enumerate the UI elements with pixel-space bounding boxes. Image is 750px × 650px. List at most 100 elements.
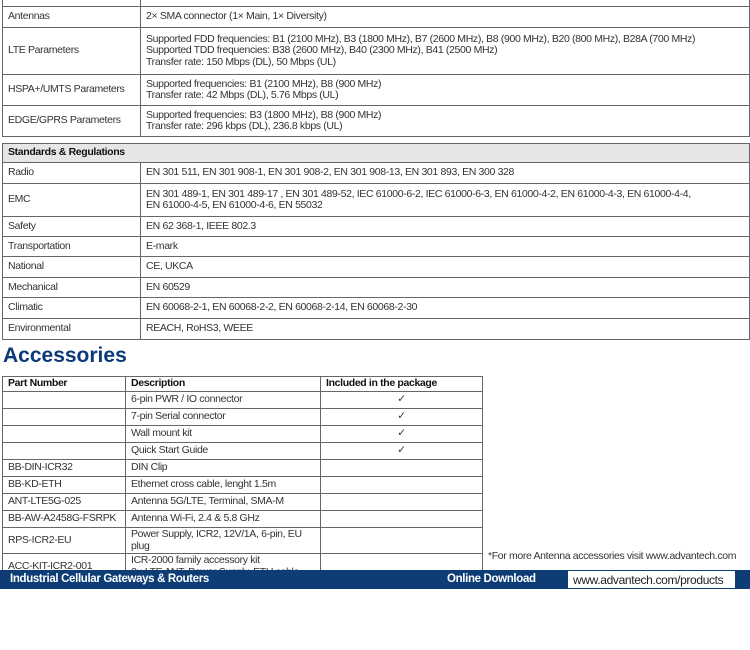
- description: 7-pin Serial connector: [125, 408, 321, 426]
- accessory-row: BB-DIN-ICR32 DIN Clip: [2, 459, 483, 477]
- row-label: Antennas: [2, 6, 141, 28]
- included-check-icon: [320, 476, 483, 494]
- value-line: EN 62 368-1, IEEE 802.3: [146, 219, 256, 232]
- table-row: EMC EN 301 489-1, EN 301 489-17 , EN 301 …: [2, 183, 750, 217]
- table-row: EDGE/GPRS Parameters Supported frequencie…: [2, 105, 750, 137]
- online-download-label: Online Download: [447, 573, 536, 585]
- part-number: [2, 425, 126, 443]
- row-label: Safety: [2, 216, 141, 237]
- description: Wall mount kit: [125, 425, 321, 443]
- part-number: BB-AW-A2458G-FSRPK: [2, 510, 126, 528]
- table-row: Mechanical EN 60529: [2, 277, 750, 298]
- row-label: Climatic: [2, 297, 141, 319]
- part-number: BB-DIN-ICR32: [2, 459, 126, 477]
- row-label: LTE Parameters: [2, 27, 141, 75]
- part-number: [2, 408, 126, 426]
- row-label: EDGE/GPRS Parameters: [2, 105, 141, 137]
- accessory-row: 7-pin Serial connector ✓: [2, 408, 483, 426]
- value-line: Supported TDD frequencies: B38 (2600 MHz…: [146, 44, 498, 57]
- col-description: Description: [125, 376, 321, 392]
- standards-header: Standards & Regulations: [2, 143, 750, 163]
- table-row: Transportation E-mark: [2, 236, 750, 257]
- description: DIN Clip: [125, 459, 321, 477]
- description-line: DIN Clip: [131, 461, 168, 474]
- table-row: National CE, UKCA: [2, 256, 750, 278]
- row-value: Supported FDD frequencies: B1 (2100 MHz)…: [140, 27, 750, 75]
- row-value: E-mark: [140, 236, 750, 257]
- value-line: Transfer rate: 296 kbps (DL), 236.8 kbps…: [146, 120, 343, 132]
- value-line: CE, UKCA: [146, 260, 193, 273]
- description-line: Antenna 5G/LTE, Terminal, SMA-M: [131, 495, 284, 508]
- value-line: 2× SMA connector (1× Main, 1× Diversity): [146, 10, 327, 23]
- row-value: EN 301 511, EN 301 908-1, EN 301 908-2, …: [140, 162, 750, 184]
- value-line: REACH, RoHS3, WEEE: [146, 322, 253, 335]
- row-label: EMC: [2, 183, 141, 217]
- accessory-row: Wall mount kit ✓: [2, 425, 483, 443]
- table-row: Antennas 2× SMA connector (1× Main, 1× Di…: [2, 6, 750, 28]
- table-row: Environmental REACH, RoHS3, WEEE: [2, 318, 750, 340]
- description-line: Wall mount kit: [131, 427, 192, 440]
- row-value: EN 60068-2-1, EN 60068-2-2, EN 60068-2-1…: [140, 297, 750, 319]
- accessories-note: *For more Antenna accessories visit www.…: [488, 550, 737, 562]
- value-line: E-mark: [146, 239, 178, 252]
- row-value: Supported frequencies: B1 (2100 MHz), B8…: [140, 74, 750, 106]
- accessory-row: BB-KD-ETH Ethernet cross cable, lenght 1.…: [2, 476, 483, 494]
- value-line: EN 61000-4-5, EN 61000-4-6, EN 55032: [146, 199, 323, 211]
- row-value: EN 60529: [140, 277, 750, 298]
- part-number: BB-KD-ETH: [2, 476, 126, 494]
- description: 6-pin PWR / IO connector: [125, 391, 321, 409]
- accessory-row: Quick Start Guide ✓: [2, 442, 483, 460]
- description: Antenna Wi-Fi, 2.4 & 5.8 GHz: [125, 510, 321, 528]
- table-row: Safety EN 62 368-1, IEEE 802.3: [2, 216, 750, 237]
- accessory-row: ANT-LTE5G-025 Antenna 5G/LTE, Terminal, S…: [2, 493, 483, 511]
- value-line: 2× SIM (Micro SIM - 3FF): [146, 0, 744, 2]
- table-row: LTE Parameters Supported FDD frequencies:…: [2, 27, 750, 75]
- col-part-number: Part Number: [2, 376, 126, 392]
- part-number: [2, 391, 126, 409]
- included-check-icon: ✓: [320, 442, 483, 460]
- value-line: EN 301 511, EN 301 908-1, EN 301 908-2, …: [146, 166, 515, 179]
- accessories-heading: Accessories: [3, 344, 127, 367]
- description-line: Ethernet cross cable, lenght 1.5m: [131, 478, 276, 491]
- row-label: Mechanical: [2, 277, 141, 298]
- row-value: EN 301 489-1, EN 301 489-17 , EN 301 489…: [140, 183, 750, 217]
- row-label: HSPA+/UMTS Parameters: [2, 74, 141, 106]
- row-label: National: [2, 256, 141, 278]
- value-line: EN 301 489-1, EN 301 489-17 , EN 301 489…: [146, 187, 691, 200]
- description: Antenna 5G/LTE, Terminal, SMA-M: [125, 493, 321, 511]
- row-label: Transportation: [2, 236, 141, 257]
- description: Power Supply, ICR2, 12V/1A, 6-pin, EU pl…: [125, 527, 321, 554]
- description-line: 6-pin PWR / IO connector: [131, 393, 243, 406]
- included-check-icon: ✓: [320, 425, 483, 443]
- footer-bar: Industrial Cellular Gateways & Routers O…: [0, 570, 750, 589]
- download-url-link[interactable]: www.advantech.com/products: [568, 571, 735, 588]
- accessory-row: RPS-ICR2-EU Power Supply, ICR2, 12V/1A, 6…: [2, 527, 483, 554]
- value-line: Transfer rate: 150 Mbps (DL), 50 Mbps (U…: [146, 55, 336, 68]
- value-line: EN 60068-2-1, EN 60068-2-2, EN 60068-2-1…: [146, 301, 418, 314]
- row-value: REACH, RoHS3, WEEE: [140, 318, 750, 340]
- value-line: EN 60529: [146, 280, 190, 293]
- row-value: 2× SMA connector (1× Main, 1× Diversity): [140, 6, 750, 28]
- value-line: Supported FDD frequencies: B1 (2100 MHz)…: [146, 32, 696, 45]
- row-label: Radio: [2, 162, 141, 184]
- description-line: 7-pin Serial connector: [131, 410, 226, 423]
- description-line: Antenna Wi-Fi, 2.4 & 5.8 GHz: [131, 512, 260, 525]
- included-check-icon: [320, 527, 483, 554]
- description: Quick Start Guide: [125, 442, 321, 460]
- row-value: EN 62 368-1, IEEE 802.3: [140, 216, 750, 237]
- row-label: Environmental: [2, 318, 141, 340]
- accessories-table: Part Number Description Included in the …: [2, 376, 483, 580]
- spec-table: SIM Slots2× SIM (Micro SIM - 3FF)Antenna…: [2, 0, 750, 137]
- col-included: Included in the package: [320, 376, 483, 392]
- table-row: Radio EN 301 511, EN 301 908-1, EN 301 90…: [2, 162, 750, 184]
- part-number: ANT-LTE5G-025: [2, 493, 126, 511]
- included-check-icon: [320, 510, 483, 528]
- included-check-icon: [320, 459, 483, 477]
- description: Ethernet cross cable, lenght 1.5m: [125, 476, 321, 494]
- footer-title: Industrial Cellular Gateways & Routers: [10, 573, 209, 585]
- value-line: Supported frequencies: B3 (1800 MHz), B8…: [146, 108, 382, 121]
- standards-table: Standards & Regulations Radio EN 301 511,…: [2, 143, 750, 340]
- part-number: RPS-ICR2-EU: [2, 527, 126, 554]
- included-check-icon: ✓: [320, 391, 483, 409]
- included-check-icon: ✓: [320, 408, 483, 426]
